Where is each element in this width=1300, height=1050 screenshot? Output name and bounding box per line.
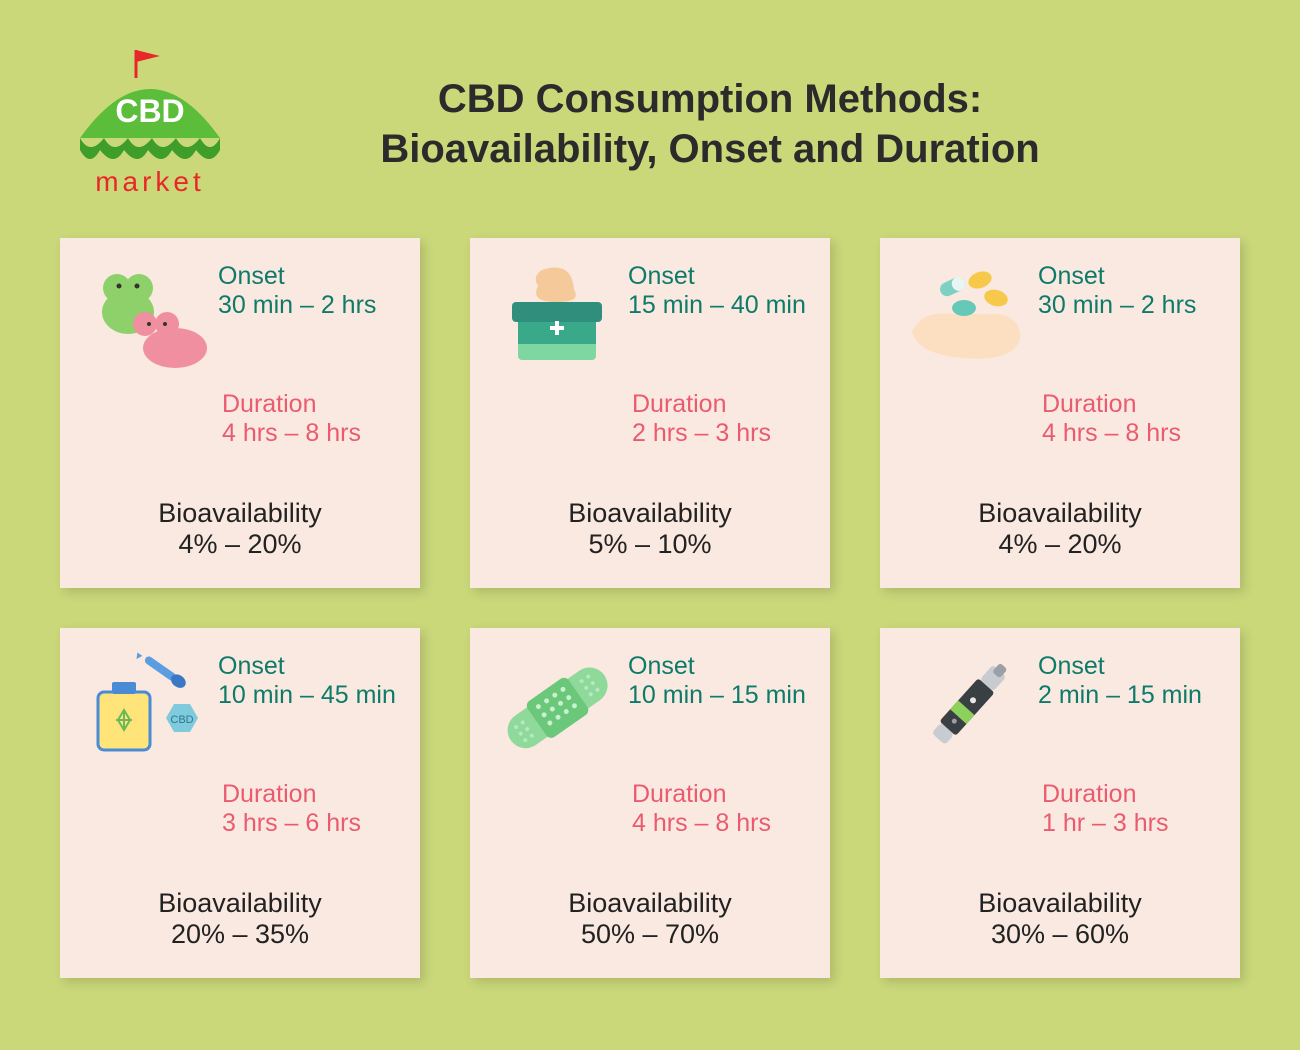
- logo-tent-icon: CBD: [60, 50, 240, 170]
- duration-label: Duration: [222, 780, 398, 809]
- bio-value: 4% – 20%: [902, 529, 1218, 560]
- card-cream: Onset 15 min – 40 min Duration 2 hrs – 3…: [470, 238, 830, 588]
- duration-label: Duration: [1042, 390, 1218, 419]
- duration-value: 4 hrs – 8 hrs: [632, 809, 808, 838]
- duration-label: Duration: [632, 390, 808, 419]
- duration-label: Duration: [632, 780, 808, 809]
- onset-value: 10 min – 45 min: [218, 681, 398, 710]
- bio-label: Bioavailability: [492, 498, 808, 529]
- card-gummies: Onset 30 min – 2 hrs Duration 4 hrs – 8 …: [60, 238, 420, 588]
- title-line-1: CBD Consumption Methods:: [438, 77, 982, 121]
- bio-label: Bioavailability: [902, 498, 1218, 529]
- onset-label: Onset: [1038, 652, 1218, 681]
- bio-value: 30% – 60%: [902, 919, 1218, 950]
- duration-label: Duration: [1042, 780, 1218, 809]
- bio-label: Bioavailability: [902, 888, 1218, 919]
- card-capsules: Onset 30 min – 2 hrs Duration 4 hrs – 8 …: [880, 238, 1240, 588]
- card-patch: Onset 10 min – 15 min Duration 4 hrs – 8…: [470, 628, 830, 978]
- cream-jar-icon: [492, 262, 622, 372]
- bio-label: Bioavailability: [82, 498, 398, 529]
- duration-label: Duration: [222, 390, 398, 419]
- bio-value: 50% – 70%: [492, 919, 808, 950]
- title-line-2: Bioavailability, Onset and Duration: [380, 127, 1039, 171]
- vape-pen-icon: [902, 652, 1032, 762]
- onset-label: Onset: [1038, 262, 1218, 291]
- onset-label: Onset: [218, 652, 398, 681]
- duration-value: 4 hrs – 8 hrs: [222, 419, 398, 448]
- onset-value: 10 min – 15 min: [628, 681, 808, 710]
- tincture-dropper-icon: CBD: [82, 652, 212, 762]
- bio-label: Bioavailability: [492, 888, 808, 919]
- bio-value: 20% – 35%: [82, 919, 398, 950]
- svg-text:CBD: CBD: [170, 714, 193, 726]
- page-title: CBD Consumption Methods: Bioavailability…: [300, 74, 1240, 174]
- bio-value: 4% – 20%: [82, 529, 398, 560]
- onset-value: 30 min – 2 hrs: [218, 291, 398, 320]
- header: CBD market CBD Consumption Methods: Bioa…: [60, 50, 1240, 198]
- cards-grid: Onset 30 min – 2 hrs Duration 4 hrs – 8 …: [60, 238, 1240, 978]
- onset-label: Onset: [628, 652, 808, 681]
- capsules-hand-icon: [902, 262, 1032, 372]
- duration-value: 3 hrs – 6 hrs: [222, 809, 398, 838]
- duration-value: 1 hr – 3 hrs: [1042, 809, 1218, 838]
- bandage-patch-icon: [492, 652, 622, 762]
- onset-value: 15 min – 40 min: [628, 291, 808, 320]
- duration-value: 2 hrs – 3 hrs: [632, 419, 808, 448]
- logo: CBD market: [60, 50, 240, 198]
- bio-value: 5% – 10%: [492, 529, 808, 560]
- onset-label: Onset: [628, 262, 808, 291]
- gummies-icon: [82, 262, 212, 372]
- onset-label: Onset: [218, 262, 398, 291]
- duration-value: 4 hrs – 8 hrs: [1042, 419, 1218, 448]
- card-vape: Onset 2 min – 15 min Duration 1 hr – 3 h…: [880, 628, 1240, 978]
- bio-label: Bioavailability: [82, 888, 398, 919]
- card-tincture: CBD Onset 10 min – 45 min Duration 3 hrs…: [60, 628, 420, 978]
- onset-value: 30 min – 2 hrs: [1038, 291, 1218, 320]
- onset-value: 2 min – 15 min: [1038, 681, 1218, 710]
- logo-brand-text: CBD: [115, 93, 184, 129]
- logo-subtext: market: [60, 166, 240, 198]
